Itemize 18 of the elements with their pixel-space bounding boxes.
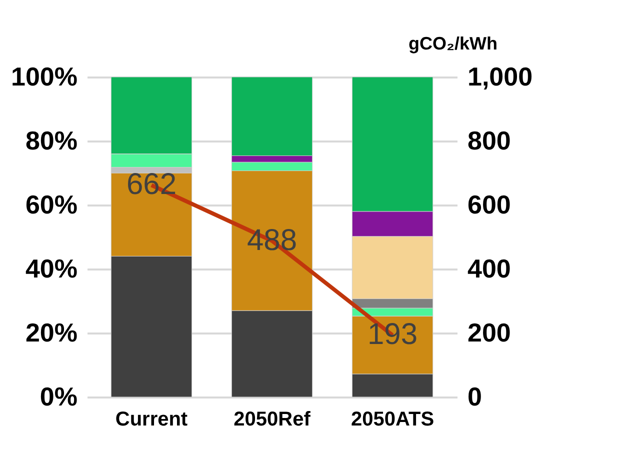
y-tick-label: 80% [25,126,78,156]
y-tick-label: 100% [11,62,78,92]
y-tick-label: 40% [25,254,78,284]
y2-tick-label: 600 [468,190,511,220]
y2-axis-title: gCO₂/kWh [408,34,498,54]
y2-tick-label: 0 [468,382,482,412]
y2-tick-label: 400 [468,254,511,284]
y2-tick-label: 1,000 [468,62,533,92]
y-tick-label: 20% [25,318,78,348]
y-tick-label: 0% [40,382,78,412]
x-tick-label: 2050Ref [234,408,311,430]
y2-tick-label: 800 [468,126,511,156]
data-label: 662 [126,168,177,202]
x-tick-label: Current [115,408,188,430]
y2-tick-label: 200 [468,318,511,348]
y-tick-label: 60% [25,190,78,220]
data-label: 193 [367,318,418,352]
x-tick-label: 2050ATS [351,408,434,430]
